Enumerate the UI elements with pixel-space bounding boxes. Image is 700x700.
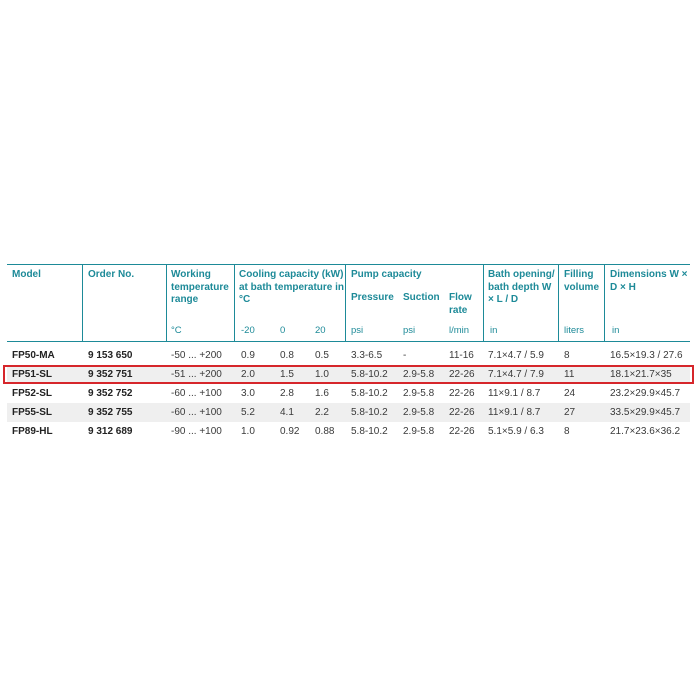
cell-c3: 1.6 <box>315 388 329 399</box>
cooling-temp: 0 <box>280 325 286 336</box>
cell-model: FP52-SL <box>12 388 53 399</box>
cell-temp: -60 ... +100 <box>171 388 222 399</box>
highlight-box <box>3 365 694 384</box>
cell-c2: 4.1 <box>280 407 294 418</box>
divider <box>166 265 167 341</box>
cell-filling: 27 <box>564 407 576 418</box>
table-row: FP89-HL 9 312 689 -90 ... +100 1.0 0.92 0.88 5… <box>7 422 690 441</box>
table-row: FP55-SL 9 352 755 -60 ... +100 5.2 4.1 2.2 5.8… <box>7 403 690 422</box>
cell-pressure: 3.3-6.5 <box>351 350 383 361</box>
cooling-temp: 20 <box>315 325 326 336</box>
unit-pressure: psi <box>351 325 364 336</box>
cell-temp: -90 ... +100 <box>171 426 222 437</box>
cell-model: FP51-SL <box>12 369 53 380</box>
cell-c1: 1.0 <box>241 426 255 437</box>
col-bath: Bath opening/ bath depth W × L / D <box>488 269 555 305</box>
cell-flow: 22-26 <box>449 388 475 399</box>
cell-bath: 7.1×4.7 / 5.9 <box>488 350 544 361</box>
cell-pressure: 5.8-10.2 <box>351 426 388 437</box>
cell-c2: 2.8 <box>280 388 294 399</box>
unit-flow: l/min <box>449 325 470 336</box>
col-flow: Flow rate <box>449 292 472 316</box>
cell-order: 9 352 751 <box>88 369 133 380</box>
divider <box>345 265 346 341</box>
unit-bath: in <box>490 325 498 336</box>
cell-suction: 2.9-5.8 <box>403 407 435 418</box>
cell-c1: 0.9 <box>241 350 255 361</box>
cell-pressure: 5.8-10.2 <box>351 388 388 399</box>
cell-flow: 22-26 <box>449 369 475 380</box>
cell-filling: 8 <box>564 350 570 361</box>
cell-dims: 23.2×29.9×45.7 <box>610 388 681 399</box>
cell-suction: 2.9-5.8 <box>403 426 435 437</box>
cell-c1: 2.0 <box>241 369 255 380</box>
col-cooling: Cooling capacity (kW) at bath temperatur… <box>239 269 345 305</box>
cell-dims: 21.7×23.6×36.2 <box>610 426 681 437</box>
col-suction: Suction <box>403 292 440 303</box>
cell-temp: -50 ... +200 <box>171 350 222 361</box>
cell-suction: - <box>403 350 407 361</box>
col-model: Model <box>12 269 41 280</box>
cell-dims: 18.1×21.7×35 <box>610 369 672 380</box>
cell-flow: 11-16 <box>449 350 474 361</box>
cell-bath: 7.1×4.7 / 7.9 <box>488 369 544 380</box>
cell-suction: 2.9-5.8 <box>403 388 435 399</box>
cell-c2: 1.5 <box>280 369 294 380</box>
table-row: FP52-SL 9 352 752 -60 ... +100 3.0 2.8 1.6 5.8… <box>7 384 690 403</box>
divider <box>604 265 605 341</box>
cell-dims: 33.5×29.9×45.7 <box>610 407 681 418</box>
cell-c2: 0.8 <box>280 350 294 361</box>
cell-pressure: 5.8-10.2 <box>351 369 388 380</box>
cell-filling: 8 <box>564 426 570 437</box>
cell-pressure: 5.8-10.2 <box>351 407 388 418</box>
divider <box>558 265 559 341</box>
cell-model: FP89-HL <box>12 426 53 437</box>
cell-filling: 24 <box>564 388 576 399</box>
cell-model: FP55-SL <box>12 407 53 418</box>
cell-suction: 2.9-5.8 <box>403 369 435 380</box>
cell-c2: 0.92 <box>280 426 300 437</box>
divider <box>82 265 83 341</box>
cell-c3: 0.88 <box>315 426 335 437</box>
col-order: Order No. <box>88 269 135 280</box>
cell-c1: 3.0 <box>241 388 255 399</box>
cell-order: 9 153 650 <box>88 350 133 361</box>
cell-temp: -51 ... +200 <box>171 369 222 380</box>
divider <box>234 265 235 341</box>
cell-c3: 1.0 <box>315 369 329 380</box>
cell-temp: -60 ... +100 <box>171 407 222 418</box>
cell-filling: 11 <box>564 369 575 380</box>
cell-flow: 22-26 <box>449 407 475 418</box>
cell-order: 9 352 752 <box>88 388 133 399</box>
cooling-temp: -20 <box>241 325 255 336</box>
col-working-temp: Working temperature range <box>171 269 229 305</box>
cell-bath: 11×9.1 / 8.7 <box>488 388 541 399</box>
cell-c3: 0.5 <box>315 350 329 361</box>
cell-c3: 2.2 <box>315 407 329 418</box>
cell-order: 9 352 755 <box>88 407 133 418</box>
cell-model: FP50-MA <box>12 350 55 361</box>
unit-dims: in <box>612 325 620 336</box>
col-dims: Dimensions W × D × H <box>610 269 688 293</box>
table-row: FP51-SL 9 352 751 -51 ... +200 2.0 1.5 1.0 5.8… <box>7 365 690 384</box>
cell-dims: 16.5×19.3 / 27.6 <box>610 350 683 361</box>
cell-order: 9 312 689 <box>88 426 133 437</box>
col-pressure: Pressure <box>351 292 394 303</box>
cell-bath: 5.1×5.9 / 6.3 <box>488 426 544 437</box>
col-pump: Pump capacity <box>351 269 422 280</box>
cell-c1: 5.2 <box>241 407 255 418</box>
unit-working-temp: °C <box>171 325 182 336</box>
divider <box>483 265 484 341</box>
table-header: Model Order No. Working temperature rang… <box>7 264 690 342</box>
cell-flow: 22-26 <box>449 426 475 437</box>
unit-suction: psi <box>403 325 416 336</box>
unit-filling: liters <box>564 325 585 336</box>
col-filling: Filling volume <box>564 269 600 293</box>
table-row: FP50-MA 9 153 650 -50 ... +200 0.9 0.8 0.5 3.3… <box>7 346 690 365</box>
cell-bath: 11×9.1 / 8.7 <box>488 407 541 418</box>
